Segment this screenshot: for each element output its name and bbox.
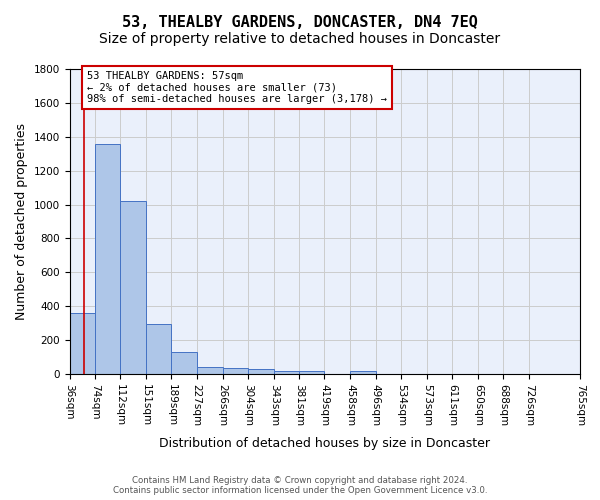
Bar [197, 367, 223, 374]
Bar [350, 370, 376, 374]
Bar [274, 370, 299, 374]
Text: 53, THEALBY GARDENS, DONCASTER, DN4 7EQ: 53, THEALBY GARDENS, DONCASTER, DN4 7EQ [122, 15, 478, 30]
Text: 53 THEALBY GARDENS: 57sqm
← 2% of detached houses are smaller (73)
98% of semi-d: 53 THEALBY GARDENS: 57sqm ← 2% of detach… [87, 71, 387, 104]
Bar [95, 144, 120, 374]
Bar [172, 352, 197, 374]
Bar [120, 201, 146, 374]
Text: Size of property relative to detached houses in Doncaster: Size of property relative to detached ho… [100, 32, 500, 46]
Bar [223, 368, 248, 374]
Bar [70, 313, 95, 374]
Y-axis label: Number of detached properties: Number of detached properties [15, 123, 28, 320]
Text: Contains HM Land Registry data © Crown copyright and database right 2024.
Contai: Contains HM Land Registry data © Crown c… [113, 476, 487, 495]
X-axis label: Distribution of detached houses by size in Doncaster: Distribution of detached houses by size … [159, 437, 490, 450]
Bar [299, 370, 325, 374]
Bar [146, 324, 172, 374]
Bar [248, 370, 274, 374]
